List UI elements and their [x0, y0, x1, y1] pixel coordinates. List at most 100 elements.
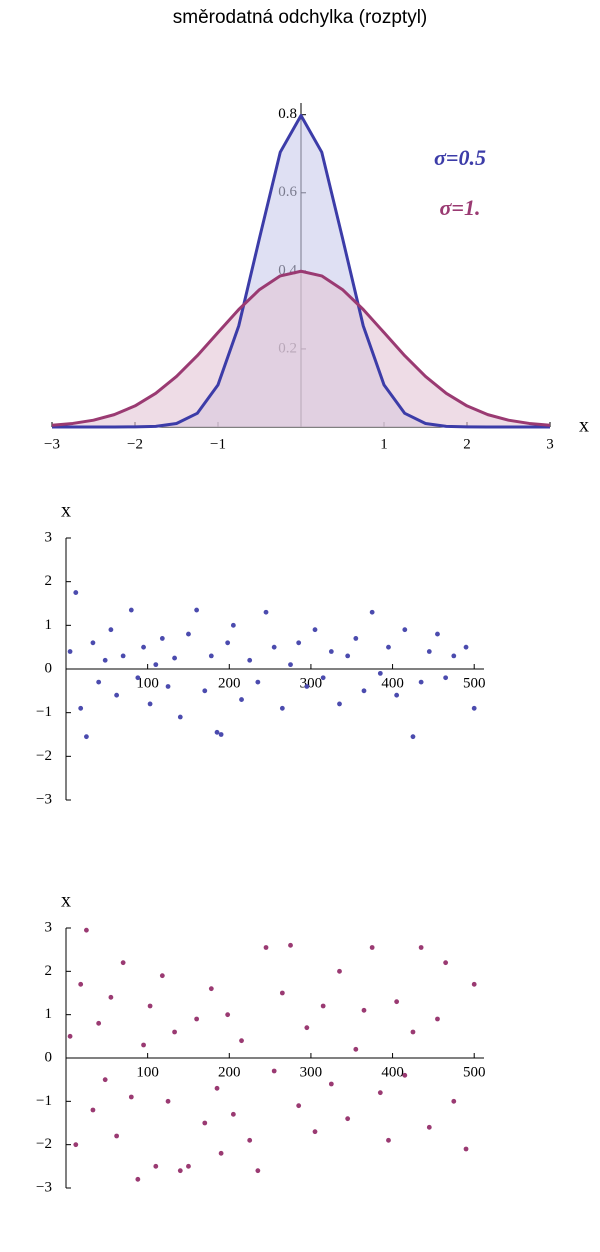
line	[51, 269, 551, 427]
point	[102, 657, 108, 663]
point	[141, 644, 146, 650]
y-tick-label: −1	[36, 1093, 52, 1109]
point	[202, 688, 208, 694]
point	[147, 1003, 153, 1009]
point	[320, 675, 326, 681]
x-tick-label: −2	[127, 436, 143, 452]
point	[312, 627, 318, 633]
point	[304, 1025, 310, 1031]
point	[208, 986, 214, 992]
point	[218, 732, 224, 737]
point	[288, 942, 293, 948]
y-tick-label: 2	[45, 573, 53, 589]
legend-entry: σ=0.5	[434, 145, 486, 170]
point	[230, 1111, 236, 1117]
y-tick-label: −1	[36, 704, 52, 720]
point	[247, 657, 253, 663]
x-tick-label: 500	[463, 1064, 486, 1080]
point	[377, 670, 383, 676]
y-tick-label: 3	[45, 919, 53, 935]
point	[141, 1042, 146, 1048]
point	[394, 692, 400, 698]
x-tick-label: 1	[380, 436, 388, 452]
point	[451, 653, 457, 659]
point	[471, 981, 477, 987]
point	[451, 1098, 457, 1104]
point	[288, 662, 293, 668]
point	[194, 1016, 200, 1022]
point	[426, 649, 432, 654]
x-tick-label: 2	[463, 436, 471, 452]
point	[353, 636, 359, 641]
y-tick-label: −3	[36, 791, 52, 807]
point	[73, 590, 79, 595]
point	[402, 1072, 408, 1078]
point	[96, 679, 102, 685]
point	[218, 1150, 224, 1156]
x-tick-label: 400	[381, 675, 404, 691]
point	[230, 622, 236, 628]
point	[73, 1142, 79, 1148]
point	[172, 655, 177, 661]
legend-entry: σ=1.	[440, 195, 481, 220]
point	[328, 649, 334, 654]
x-tick-label: 400	[381, 1064, 404, 1080]
x-tick-label: 200	[218, 1064, 241, 1080]
point	[202, 1120, 208, 1126]
point	[443, 675, 449, 681]
point	[177, 1168, 183, 1174]
point	[208, 653, 214, 659]
point	[84, 927, 89, 933]
point	[120, 653, 126, 659]
point	[214, 729, 220, 735]
y-tick-label: −3	[36, 1179, 52, 1195]
point	[296, 1103, 302, 1109]
y-tick-label: 0	[45, 1049, 53, 1065]
point	[426, 1124, 432, 1130]
point	[177, 714, 183, 720]
point	[463, 644, 469, 650]
point	[320, 1003, 326, 1009]
point	[239, 697, 244, 702]
point	[435, 1016, 440, 1022]
point	[159, 973, 165, 979]
point	[247, 1137, 253, 1143]
point	[67, 649, 73, 654]
point	[463, 1146, 469, 1152]
point	[90, 640, 96, 646]
point	[67, 1033, 73, 1039]
point	[443, 960, 449, 966]
y-tick-label: −2	[36, 748, 52, 764]
point	[255, 679, 261, 685]
y-tick-label: 0	[45, 660, 53, 676]
point	[361, 1007, 367, 1013]
y-axis-label: x	[61, 890, 71, 912]
line	[52, 113, 550, 429]
point	[263, 609, 269, 615]
point	[353, 1046, 359, 1052]
point	[471, 705, 477, 711]
x-tick-label: 100	[136, 675, 159, 691]
point	[345, 653, 351, 659]
point	[159, 636, 165, 641]
x-tick-label: 300	[300, 675, 323, 691]
point	[255, 1168, 261, 1174]
point	[386, 644, 391, 650]
x-tick-label: −1	[210, 436, 226, 452]
point	[153, 662, 159, 668]
point	[410, 1029, 416, 1035]
y-tick-label: 1	[45, 1006, 53, 1022]
point	[165, 1098, 171, 1104]
point	[114, 692, 120, 698]
point	[296, 640, 302, 646]
point	[102, 1077, 108, 1083]
point	[108, 627, 114, 633]
point	[108, 994, 114, 1000]
point	[186, 1163, 191, 1169]
point	[120, 960, 126, 966]
point	[172, 1029, 177, 1035]
point	[369, 609, 375, 615]
point	[271, 644, 277, 650]
point	[84, 734, 89, 740]
point	[410, 734, 416, 740]
